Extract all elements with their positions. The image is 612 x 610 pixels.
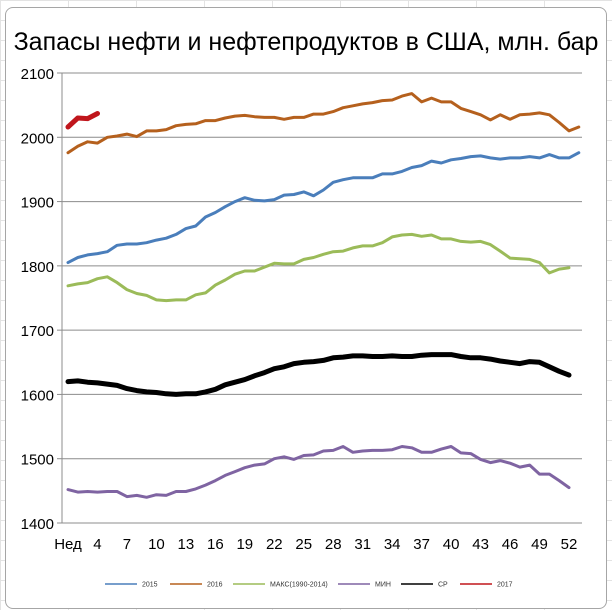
x-tick-label: 46 (502, 536, 519, 553)
y-tick-label: 1500 (21, 452, 54, 469)
y-tick-label: 1800 (21, 259, 54, 276)
legend-label: 2017 (497, 582, 513, 589)
x-tick-label: 4 (93, 536, 101, 553)
x-tick-label: 7 (123, 536, 131, 553)
series-line-3 (66, 445, 571, 499)
y-tick-label: 1600 (21, 387, 54, 404)
series-line-1 (66, 92, 581, 155)
series-line-4 (65, 352, 572, 397)
legend-label: МИН (375, 582, 391, 589)
x-tick-label: 52 (561, 536, 578, 553)
series-line-5 (65, 111, 100, 130)
x-tick-label: 25 (295, 536, 312, 553)
x-tick-label: 22 (266, 536, 283, 553)
legend-label: 2015 (142, 582, 158, 589)
y-tick-label: 2100 (21, 66, 54, 83)
x-tick-label: 13 (178, 536, 195, 553)
y-tick-label: 1400 (21, 516, 54, 533)
chart-title: Запасы нефти и нефтепродуктов в США, млн… (13, 28, 599, 56)
x-tick-label: 43 (472, 536, 489, 553)
x-tick-label: 28 (325, 536, 342, 553)
x-tick-label: 49 (531, 536, 548, 553)
legend-label: СР (438, 582, 448, 589)
series-line-0 (66, 151, 581, 265)
legend-label: 2016 (207, 582, 223, 589)
y-tick-label: 1900 (21, 195, 54, 212)
x-tick-label: 34 (384, 536, 401, 553)
chart-area[interactable] (5, 7, 607, 609)
y-tick-label: 2000 (21, 130, 54, 147)
y-tick-label: 1700 (21, 323, 54, 340)
x-tick-label: 40 (443, 536, 460, 553)
legend-label: МАКС(1990-2014) (270, 582, 328, 589)
x-tick-label: 10 (148, 536, 165, 553)
x-tick-label: 16 (207, 536, 224, 553)
x-tick-label: Нед (54, 536, 82, 553)
x-tick-label: 31 (354, 536, 371, 553)
x-tick-label: 37 (413, 536, 430, 553)
series-line-2 (66, 232, 571, 303)
x-tick-label: 19 (236, 536, 253, 553)
